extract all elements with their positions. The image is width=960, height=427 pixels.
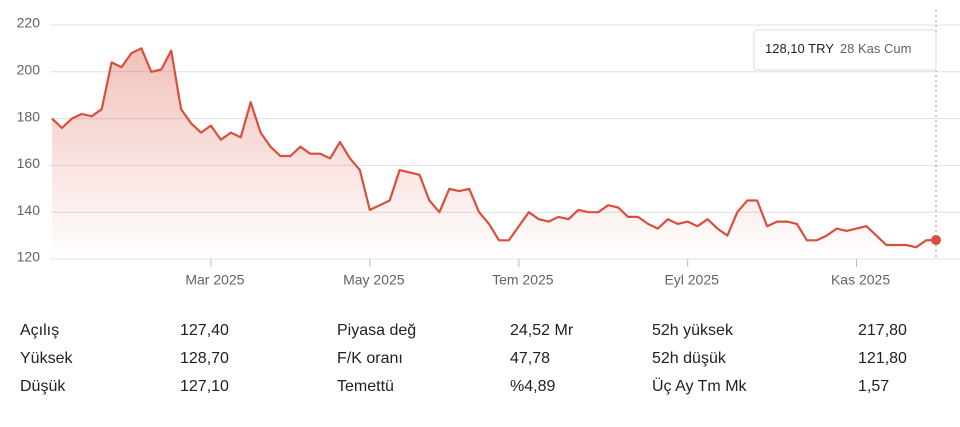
stat-value: 47,78 bbox=[510, 350, 551, 367]
stat-label: Yüksek bbox=[20, 350, 73, 367]
price-line bbox=[51, 47, 937, 249]
area bbox=[52, 48, 936, 260]
stat-value: 1,57 bbox=[858, 378, 890, 395]
stat-value: 121,80 bbox=[858, 350, 907, 367]
stat-label: Açılış bbox=[20, 322, 60, 339]
x-tick-label: Mar 2025 bbox=[185, 272, 244, 288]
stat-value: %4,89 bbox=[510, 378, 556, 395]
stat-label: Düşük bbox=[20, 378, 66, 395]
x-tick-label: Eyl 2025 bbox=[664, 272, 719, 288]
tooltip-price: 128,10 TRY bbox=[765, 41, 834, 56]
y-tick-label: 200 bbox=[17, 62, 41, 78]
y-tick-label: 160 bbox=[17, 155, 41, 171]
tooltip: 128,10 TRY 28 Kas Cum bbox=[753, 29, 937, 71]
stat-label: F/K oranı bbox=[337, 350, 403, 367]
stat-label: Üç Ay Tm Mk bbox=[652, 378, 747, 395]
chart: 120 140 160 180 200 220 Mar 2025 May 2025 Tem 20… bbox=[17, 10, 960, 288]
stat-label: Piyasa değ bbox=[337, 322, 417, 339]
y-tick-label: 140 bbox=[17, 202, 41, 218]
stat-label: 52h düşük bbox=[652, 350, 726, 367]
x-tick-label: May 2025 bbox=[343, 272, 405, 288]
tooltip-date: 28 Kas Cum bbox=[840, 41, 912, 56]
y-tick-label: 180 bbox=[17, 108, 41, 124]
tooltip-box bbox=[753, 29, 937, 71]
y-tick-label: 120 bbox=[17, 249, 41, 265]
last-point bbox=[931, 235, 941, 246]
stat-value: 127,10 bbox=[180, 378, 229, 395]
x-tick-label: Tem 2025 bbox=[492, 272, 554, 288]
stat-value: 217,80 bbox=[858, 322, 907, 339]
stat-value: 128,70 bbox=[180, 350, 229, 367]
stat-value: 24,52 Mr bbox=[510, 322, 574, 339]
tooltip-text: 128,10 TRY 28 Kas Cum bbox=[765, 41, 911, 56]
stat-label: Temettü bbox=[337, 378, 394, 395]
stat-value: 127,40 bbox=[180, 322, 229, 339]
x-tick-label: Kas 2025 bbox=[831, 272, 890, 288]
stat-label: 52h yüksek bbox=[652, 322, 733, 339]
y-tick-label: 220 bbox=[17, 15, 41, 31]
